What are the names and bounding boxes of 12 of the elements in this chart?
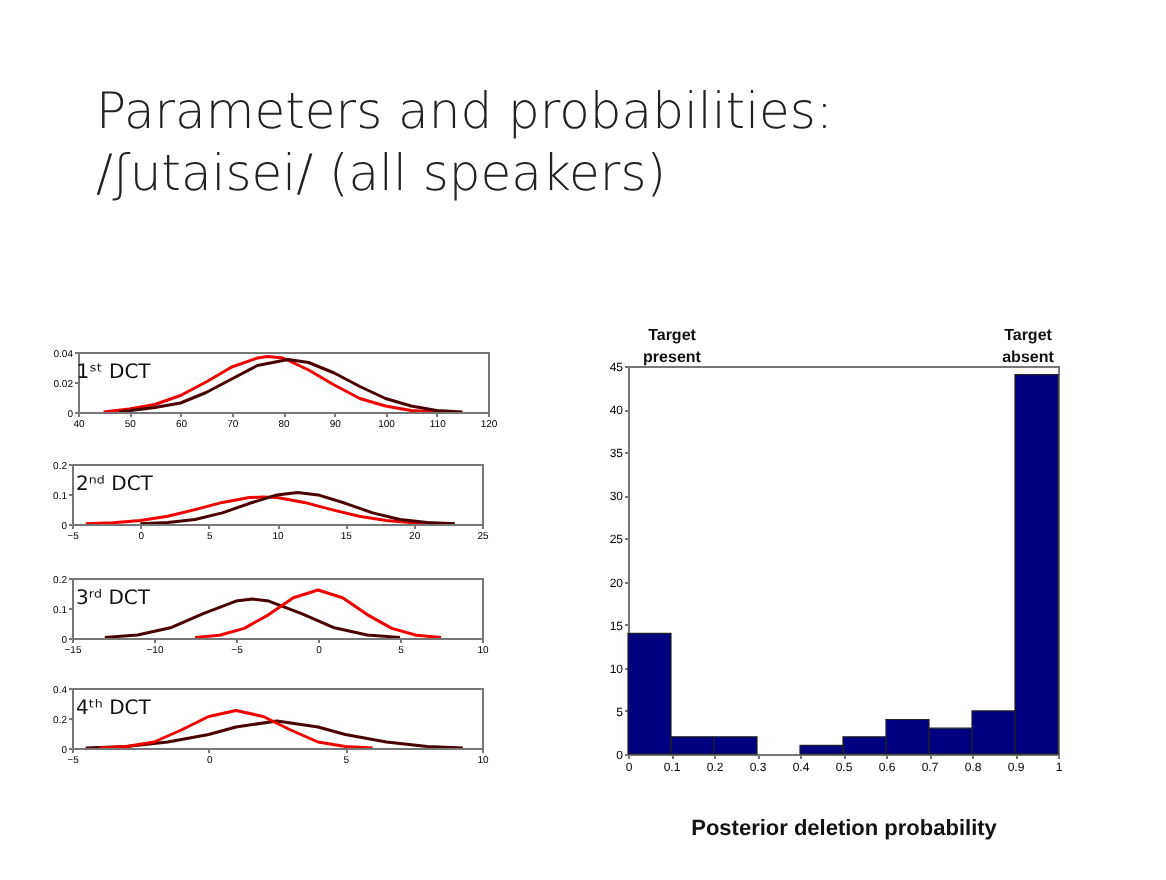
line-series xyxy=(193,588,443,638)
line-series xyxy=(138,491,457,524)
chart-title: 3ʳᵈ DCT xyxy=(76,588,152,610)
text: Target present xyxy=(643,326,702,366)
line-series xyxy=(102,355,439,412)
text: Parameters and probabilities: xyxy=(96,80,833,142)
chart-title: 4ᵗʰ DCT xyxy=(76,698,153,720)
line-series xyxy=(84,719,465,748)
text: Target absent xyxy=(1002,326,1055,366)
x-axis-title: Posterior deletion probability xyxy=(691,817,999,841)
text: /ʃutaisei/ (all speakers) xyxy=(96,142,668,204)
chart-title: 2ⁿᵈ DCT xyxy=(76,474,155,496)
